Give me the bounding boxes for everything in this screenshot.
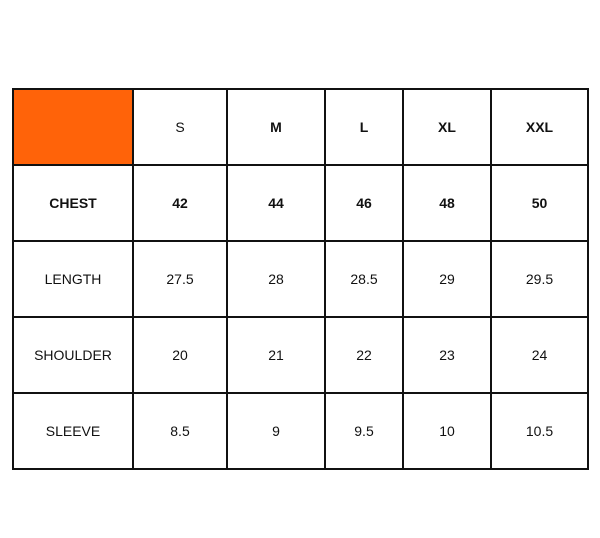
table-row-sleeve: SLEEVE 8.5 9 9.5 10 10.5: [12, 392, 589, 470]
cell: 8.5: [132, 392, 228, 470]
cell: 50: [490, 164, 589, 242]
cell: 24: [490, 316, 589, 394]
cell: 44: [226, 164, 326, 242]
cell: 28: [226, 240, 326, 318]
size-header-s: S: [132, 88, 228, 166]
table-row-shoulder: SHOULDER 20 21 22 23 24: [12, 316, 589, 394]
table-row-length: LENGTH 27.5 28 28.5 29 29.5: [12, 240, 589, 318]
size-header-xxl: XXL: [490, 88, 589, 166]
cell: 21: [226, 316, 326, 394]
row-label: SLEEVE: [12, 392, 134, 470]
table-row-chest: CHEST 42 44 46 48 50: [12, 164, 589, 242]
size-header-xl: XL: [402, 88, 492, 166]
row-label: SHOULDER: [12, 316, 134, 394]
cell: 9.5: [324, 392, 404, 470]
header-row: S M L XL XXL: [12, 88, 589, 166]
cell: 29: [402, 240, 492, 318]
size-header-l: L: [324, 88, 404, 166]
corner-cell: [12, 88, 134, 166]
cell: 10: [402, 392, 492, 470]
cell: 48: [402, 164, 492, 242]
row-label: CHEST: [12, 164, 134, 242]
cell: 22: [324, 316, 404, 394]
cell: 23: [402, 316, 492, 394]
cell: 20: [132, 316, 228, 394]
cell: 28.5: [324, 240, 404, 318]
cell: 46: [324, 164, 404, 242]
cell: 10.5: [490, 392, 589, 470]
cell: 27.5: [132, 240, 228, 318]
row-label: LENGTH: [12, 240, 134, 318]
cell: 9: [226, 392, 326, 470]
size-header-m: M: [226, 88, 326, 166]
cell: 29.5: [490, 240, 589, 318]
cell: 42: [132, 164, 228, 242]
size-chart-table: S M L XL XXL CHEST 42 44 46 48 50 LENGTH…: [12, 88, 589, 470]
